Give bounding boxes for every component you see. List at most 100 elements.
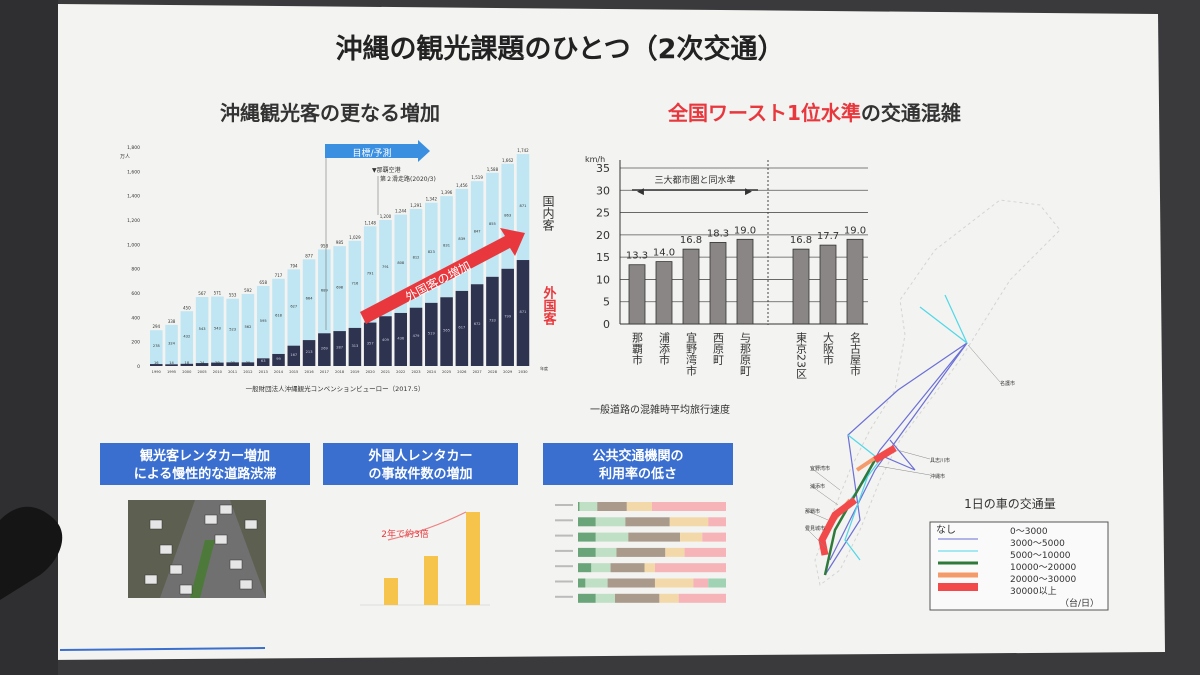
y-tick-label: 5 xyxy=(603,296,610,309)
domestic-value-label: 839 xyxy=(458,237,466,241)
accident-bar xyxy=(424,556,438,605)
domestic-value-label: 689 xyxy=(321,288,329,292)
stacked-segment xyxy=(625,517,670,527)
car xyxy=(144,574,158,585)
road-lines-10000-20000 xyxy=(823,459,877,576)
x-tick-label: 2027 xyxy=(473,370,482,374)
range-arrow-right: ▶ xyxy=(745,187,752,197)
foreign-value-label: 18 xyxy=(185,361,190,365)
growth-annotation: 2年で約3倍 xyxy=(381,528,428,540)
target-arrow xyxy=(325,140,430,162)
bar-foreign xyxy=(440,297,453,366)
speed-value-label: 19.0 xyxy=(734,225,756,236)
city-label: 那覇市 xyxy=(805,508,820,515)
total-label: 1,742 xyxy=(517,148,529,153)
trend-arrow xyxy=(360,228,525,324)
speed-bar xyxy=(736,238,754,325)
panel-header-line2: 利用率の低さ xyxy=(599,466,677,482)
total-label: 338 xyxy=(168,319,176,324)
foreign-value-label: 479 xyxy=(413,334,421,338)
x-tick-label: 2022 xyxy=(396,370,405,374)
total-label: 1,200 xyxy=(380,214,392,219)
domestic-value-label: 855 xyxy=(489,222,496,226)
stacked-segment xyxy=(607,578,655,588)
legend-range-label: 30000以上 xyxy=(1010,586,1057,597)
foreign-value-label: 30 xyxy=(246,361,251,365)
bar-foreign xyxy=(348,327,362,366)
legend-range-label: 0～3000 xyxy=(1010,527,1048,537)
stacked-segment xyxy=(708,517,726,527)
bar-domestic xyxy=(272,278,285,354)
car xyxy=(149,519,163,530)
domestic-value-label: 812 xyxy=(413,255,420,259)
foreign-value-label: 287 xyxy=(336,346,343,350)
bar-foreign xyxy=(287,345,301,366)
x-tick-label: 2029 xyxy=(503,370,513,374)
speed-bar xyxy=(792,248,810,325)
y-tick-label: 800 xyxy=(131,267,140,273)
stacked-segment xyxy=(669,517,709,527)
domestic-value-label: 716 xyxy=(351,281,359,285)
city-label: 沖縄市 xyxy=(930,473,945,480)
total-label: 567 xyxy=(198,291,206,296)
panel-header-line1: 観光客レンタカー増加 xyxy=(139,448,270,464)
bar-foreign xyxy=(470,284,484,366)
x-tick-label: 2016 xyxy=(304,370,314,374)
city-label: 名護市 xyxy=(1000,380,1015,387)
bar-domestic xyxy=(394,214,408,313)
total-label: 1,342 xyxy=(426,197,438,202)
domestic-value-label: 863 xyxy=(504,213,511,217)
total-label: 877 xyxy=(305,253,313,258)
speed-value-label: 17.7 xyxy=(817,231,839,242)
stacked-segment xyxy=(578,532,596,542)
total-label: 592 xyxy=(244,288,252,293)
road-lines-30000-plus xyxy=(818,444,897,556)
x-tick-label: 2020 xyxy=(366,370,376,374)
bar-foreign xyxy=(165,364,178,366)
category-label: 与那原町 xyxy=(739,332,752,376)
y-tick-label: 1,200 xyxy=(127,218,140,224)
legend-range-label: 3000～5000 xyxy=(1010,539,1065,549)
row-label-blur xyxy=(555,534,573,537)
city-label: 宜野湾市 xyxy=(810,465,830,472)
foreign-value-label: 871 xyxy=(520,310,527,314)
y-axis-unit: km/h xyxy=(585,155,605,164)
panel-header-line1: 外国人レンタカー xyxy=(367,448,472,464)
total-label: 450 xyxy=(183,305,191,310)
tourist-chart: 0 200 400 600 800 1,000 1,200 1,400 1,600 1,800 万人… xyxy=(120,140,548,393)
category-label: 名古屋市 xyxy=(849,331,862,377)
bar-domestic xyxy=(318,249,331,334)
domestic-value-label: 523 xyxy=(229,328,236,332)
speed-bar xyxy=(709,242,727,325)
domestic-value-label: 823 xyxy=(428,250,435,254)
domestic-value-label: 618 xyxy=(275,313,283,317)
legend-range-label: 10000～20000 xyxy=(1010,563,1077,573)
y-axis-unit: 万人 xyxy=(120,154,130,160)
y-tick-label: 20 xyxy=(596,229,610,242)
foreign-value-label: 28 xyxy=(215,361,220,365)
stacked-segment xyxy=(684,547,726,557)
stacked-segment xyxy=(678,593,726,603)
accident-chart: 2年で約3倍 xyxy=(360,511,490,606)
bar-foreign xyxy=(211,362,224,366)
panel-header-line1: 公共交通機関の xyxy=(592,448,683,464)
domestic-value-label: 871 xyxy=(520,204,527,208)
city-leader-line xyxy=(896,449,931,460)
panel-header-bg xyxy=(543,443,733,485)
domestic-value-label: 847 xyxy=(474,230,481,234)
stacked-segment xyxy=(595,517,626,527)
accident-bar xyxy=(466,512,480,605)
airport-note-2: 第２滑走路(2020/3) xyxy=(380,175,436,183)
accident-bar xyxy=(384,578,398,605)
bar-foreign xyxy=(486,276,499,366)
bar-domestic xyxy=(226,298,239,363)
x-tick-label: 2013 xyxy=(259,370,268,374)
stacked-segment xyxy=(654,578,694,588)
total-label: 553 xyxy=(229,293,237,298)
category-label: 西原町 xyxy=(712,332,725,365)
bar-foreign xyxy=(394,312,408,366)
bar-foreign xyxy=(501,268,514,366)
foreign-value-label: 213 xyxy=(306,350,313,354)
y-tick-label: 25 xyxy=(596,207,610,220)
